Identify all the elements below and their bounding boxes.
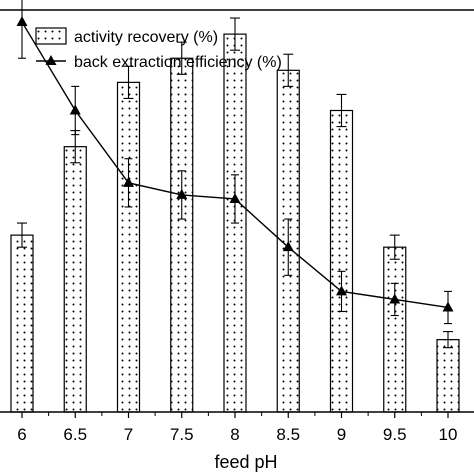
bar — [170, 57, 194, 413]
x-tick-label: 8.5 — [276, 425, 300, 444]
bar — [10, 234, 34, 413]
triangle-marker — [176, 188, 188, 199]
triangle-marker — [336, 285, 347, 296]
bar — [436, 339, 460, 413]
legend-label-back-extraction: back extraction efficiency (%) — [74, 54, 282, 71]
plot-area — [10, 0, 460, 413]
legend: activity recovery (%) back extraction ef… — [35, 27, 282, 71]
legend-triangle-marker — [45, 55, 57, 65]
x-tick-label: 7 — [124, 425, 133, 444]
bar — [63, 146, 87, 413]
triangle-marker — [123, 176, 134, 187]
triangle-marker — [442, 301, 454, 312]
triangle-marker — [16, 16, 28, 27]
triangle-marker — [69, 104, 81, 115]
triangle-marker — [282, 241, 294, 252]
triangle-marker — [229, 192, 241, 203]
triangle-marker — [389, 293, 401, 304]
x-tick-label: 6.5 — [63, 425, 87, 444]
x-tick-label: 9.5 — [383, 425, 407, 444]
legend-label-activity-recovery: activity recovery (%) — [74, 29, 218, 46]
bar — [383, 246, 407, 413]
x-tick-label: 6 — [17, 425, 26, 444]
bar — [329, 109, 354, 413]
x-tick-label: 10 — [439, 425, 458, 444]
x-tick-label: 9 — [337, 425, 346, 444]
legend-bar-swatch — [35, 27, 67, 45]
bar — [116, 81, 141, 413]
x-axis: 6 6.5 7 7.5 8 8.5 9 9.5 10 — [0, 411, 474, 444]
x-axis-title: feed pH — [214, 452, 277, 472]
x-tick-label: 7.5 — [170, 425, 194, 444]
x-tick-label: 8 — [230, 425, 239, 444]
